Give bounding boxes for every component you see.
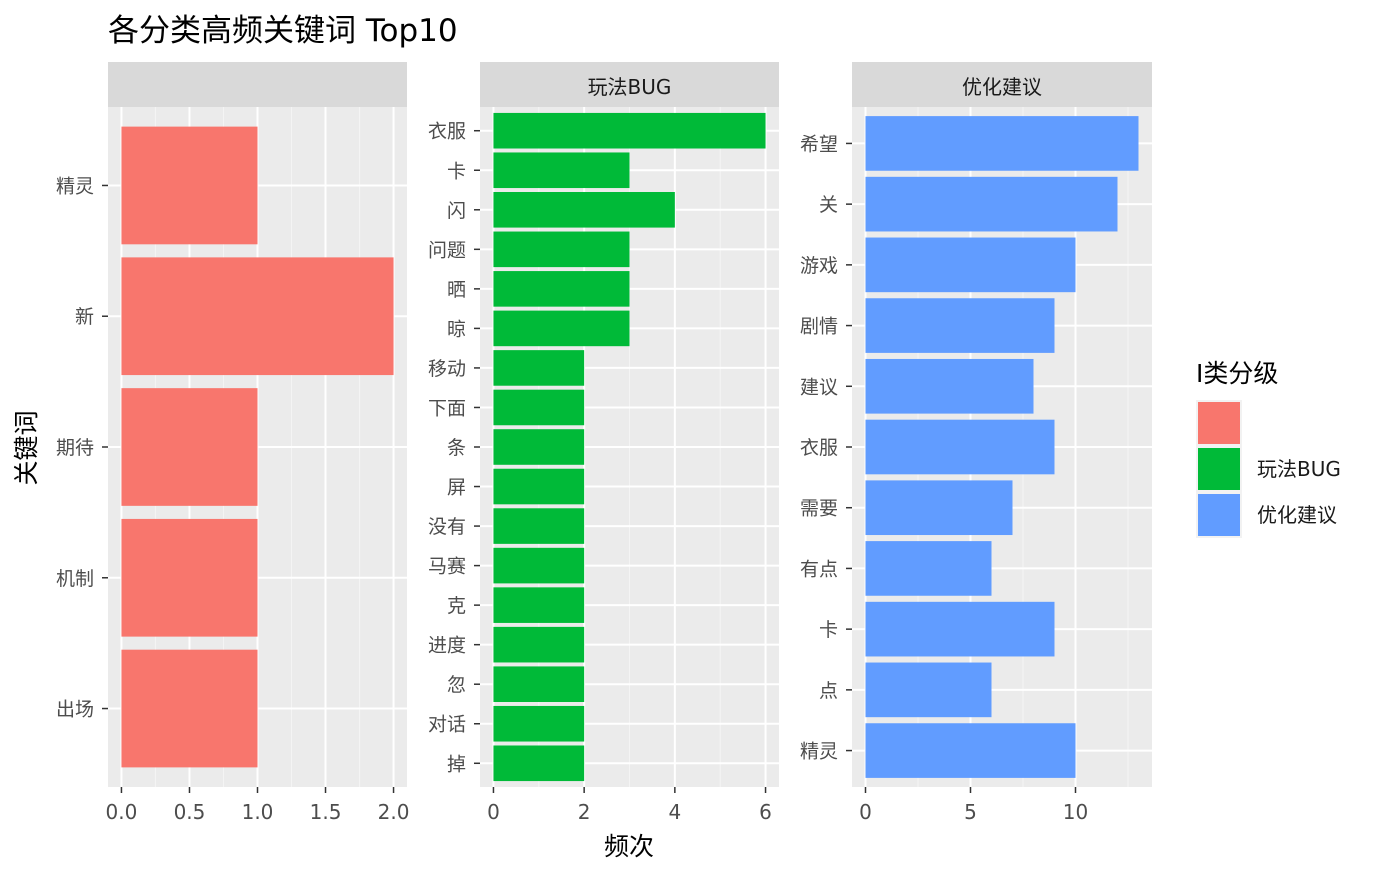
y-axis-title: 关键词 (12, 410, 41, 485)
bar (865, 358, 1034, 414)
y-tick-label: 出场 (56, 699, 94, 721)
y-tick-label: 卡 (447, 160, 466, 182)
bar (493, 271, 630, 307)
bar (493, 231, 630, 268)
bar (121, 388, 258, 506)
bar (865, 601, 1055, 657)
facet-strip (852, 62, 1152, 107)
legend-key (1198, 448, 1240, 490)
y-tick-label: 希望 (800, 133, 838, 155)
bar (865, 541, 992, 596)
y-tick-label: 新 (75, 306, 94, 328)
x-tick-label: 0.0 (106, 800, 138, 824)
x-axis-title: 频次 (604, 832, 654, 861)
y-tick-label: 问题 (428, 239, 466, 261)
y-tick-label: 精灵 (56, 175, 94, 197)
legend-key (1198, 494, 1240, 536)
bar (121, 518, 258, 637)
bar (121, 649, 258, 768)
bar (493, 705, 585, 742)
bar (493, 112, 766, 149)
y-tick-label: 闪 (447, 200, 466, 222)
x-tick-label: 0 (859, 800, 872, 824)
bar (493, 350, 585, 386)
chart-title: 各分类高频关键词 Top10 (108, 13, 458, 49)
y-tick-label: 机制 (56, 568, 94, 590)
bar (865, 723, 1076, 778)
y-tick-label: 对话 (428, 714, 466, 736)
x-tick-label: 10 (1063, 800, 1088, 824)
y-tick-label: 晒 (447, 279, 466, 301)
bar (493, 152, 630, 189)
y-tick-label: 马赛 (428, 556, 466, 578)
y-tick-label: 条 (447, 437, 466, 459)
y-tick-label: 掉 (447, 753, 466, 775)
x-tick-label: 4 (668, 800, 681, 824)
bar (865, 176, 1118, 232)
y-tick-label: 下面 (428, 397, 466, 419)
facet-strip-label: 玩法BUG (588, 75, 672, 99)
y-tick-label: 忽 (447, 674, 466, 696)
y-tick-label: 剧情 (800, 316, 838, 338)
facet-strip (108, 62, 407, 107)
y-tick-label: 点 (819, 680, 838, 702)
x-tick-label: 6 (759, 800, 772, 824)
bar (493, 429, 585, 465)
bar (493, 587, 585, 623)
legend-label: 玩法BUG (1257, 457, 1341, 481)
x-tick-label: 1.0 (242, 800, 274, 824)
x-tick-label: 5 (964, 800, 977, 824)
y-tick-label: 衣服 (428, 121, 466, 143)
bar (121, 257, 394, 376)
facet-strip (480, 62, 779, 107)
x-tick-label: 0 (487, 800, 500, 824)
x-tick-label: 2.0 (378, 800, 410, 824)
x-tick-label: 1.5 (310, 800, 342, 824)
legend-label: 优化建议 (1257, 503, 1337, 527)
facet-strip-label: 优化建议 (962, 75, 1042, 99)
y-tick-label: 有点 (800, 558, 838, 580)
legend-title: I类分级 (1196, 359, 1278, 388)
x-tick-label: 2 (578, 800, 591, 824)
bar (865, 480, 1013, 536)
x-tick-label: 0.5 (174, 800, 206, 824)
y-tick-label: 期待 (56, 437, 94, 459)
y-tick-label: 精灵 (800, 741, 838, 763)
bar (493, 745, 585, 782)
y-tick-label: 衣服 (800, 437, 838, 459)
bar (493, 666, 585, 702)
bar (493, 389, 585, 426)
bar (865, 662, 992, 718)
bar (865, 237, 1076, 293)
bar (493, 508, 585, 544)
y-tick-label: 没有 (428, 516, 466, 538)
y-tick-label: 屏 (447, 477, 466, 499)
bar (493, 468, 585, 505)
y-tick-label: 建议 (800, 376, 838, 398)
y-tick-label: 游戏 (800, 255, 838, 277)
bar (121, 126, 258, 245)
y-tick-label: 移动 (428, 358, 466, 380)
bar (493, 547, 585, 584)
bar (865, 419, 1055, 475)
y-tick-label: 晾 (447, 318, 466, 340)
bar (493, 626, 585, 663)
bar (865, 116, 1139, 171)
legend-key (1198, 402, 1240, 444)
y-tick-label: 需要 (800, 498, 838, 520)
bar (865, 298, 1055, 353)
y-tick-label: 进度 (428, 635, 466, 657)
legend: I类分级 玩法BUG 优化建议 (1196, 359, 1341, 538)
y-tick-label: 克 (447, 595, 466, 617)
bar (493, 310, 630, 347)
y-tick-label: 卡 (819, 619, 838, 641)
y-tick-label: 关 (819, 194, 838, 216)
bar (493, 192, 675, 228)
